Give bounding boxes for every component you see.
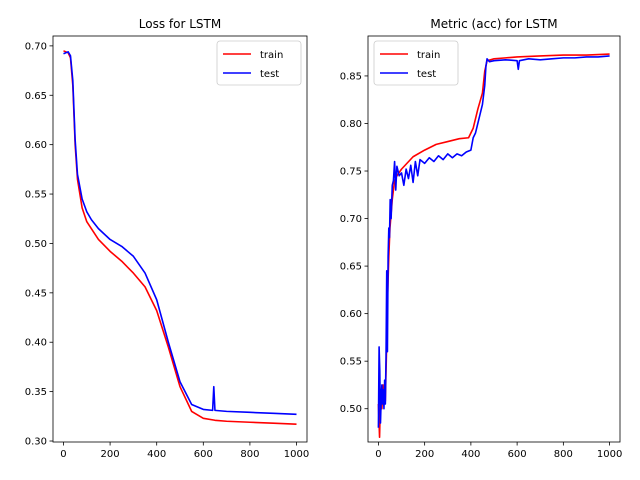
y-tick-label: 0.70 (340, 214, 362, 225)
y-tick-label: 0.70 (25, 41, 47, 52)
legend-box (216, 40, 302, 86)
accuracy-chart: 0 200 400 600 800 1000 0.50 0.55 0.60 0.65 0.70 0.7… (340, 17, 623, 460)
y-tick-label: 0.45 (25, 288, 47, 299)
y-tick-label: 0.55 (340, 357, 362, 368)
x-tick-label: 400 (461, 449, 480, 460)
chart-title: Loss for LSTM (139, 17, 221, 31)
x-tick-label: 400 (147, 449, 166, 460)
x-tick-label: 1000 (597, 449, 622, 460)
y-tick-label: 0.80 (340, 119, 362, 130)
y-tick-label: 0.75 (340, 167, 362, 178)
x-tick-label: 1000 (284, 449, 309, 460)
axes-frame (52, 35, 308, 443)
y-tick-label: 0.50 (25, 239, 47, 250)
y-tick-label: 0.50 (340, 404, 362, 415)
series-line-test (377, 55, 610, 428)
x-tick-label: 600 (194, 449, 213, 460)
legend: train test (216, 40, 302, 86)
x-tick-label: 0 (375, 449, 381, 460)
legend-box (373, 40, 459, 86)
y-tick-label: 0.85 (340, 71, 362, 82)
series-line-test (63, 51, 297, 416)
legend-label-train: train (417, 50, 440, 61)
x-tick-label: 200 (415, 449, 434, 460)
legend: train test (373, 40, 459, 86)
legend-label-test: test (417, 69, 436, 80)
loss-chart: 0 200 400 600 800 1000 0.30 0.35 0.40 0.45 0.50 0.5… (25, 17, 310, 460)
x-tick-label: 0 (60, 449, 66, 460)
legend-label-test: test (260, 69, 279, 80)
y-tick-label: 0.55 (25, 190, 47, 201)
chart-title: Metric (acc) for LSTM (430, 17, 557, 31)
x-tick-label: 800 (554, 449, 573, 460)
y-tick-label: 0.35 (25, 387, 47, 398)
x-tick-label: 800 (240, 449, 259, 460)
y-tick-label: 0.60 (340, 309, 362, 320)
y-tick-label: 0.65 (25, 91, 47, 102)
y-tick-label: 0.30 (25, 437, 47, 448)
y-tick-label: 0.60 (25, 140, 47, 151)
legend-label-train: train (260, 50, 283, 61)
axes-frame (367, 35, 621, 443)
y-tick-label: 0.40 (25, 338, 47, 349)
x-tick-label: 200 (101, 449, 120, 460)
x-tick-label: 600 (508, 449, 527, 460)
y-tick-label: 0.65 (340, 262, 362, 273)
